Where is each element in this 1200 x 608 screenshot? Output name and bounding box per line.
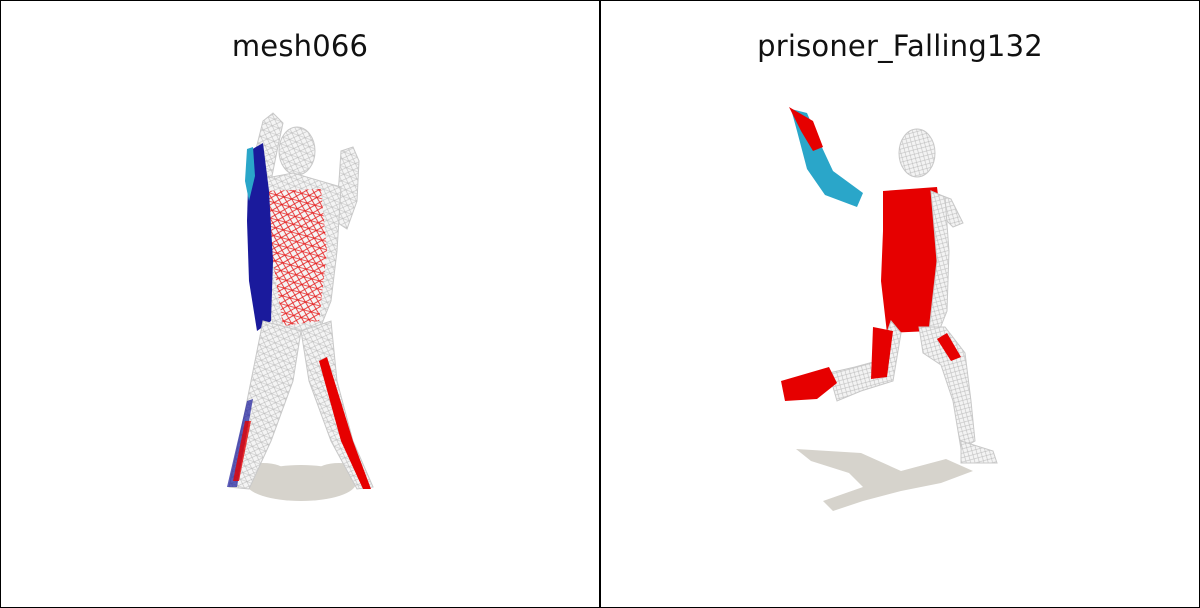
left-panel: mesh066 xyxy=(0,0,600,608)
mesh-render-right xyxy=(781,107,998,511)
panel-title-right: prisoner_Falling132 xyxy=(757,29,1043,63)
human-mesh-figure xyxy=(227,112,374,490)
panel-title-left: mesh066 xyxy=(231,29,369,63)
mesh-render-left xyxy=(227,112,374,501)
right-panel: prisoner_Falling132 xyxy=(600,0,1200,608)
human-mesh-figure xyxy=(781,107,998,464)
floor-shadow xyxy=(796,449,973,511)
